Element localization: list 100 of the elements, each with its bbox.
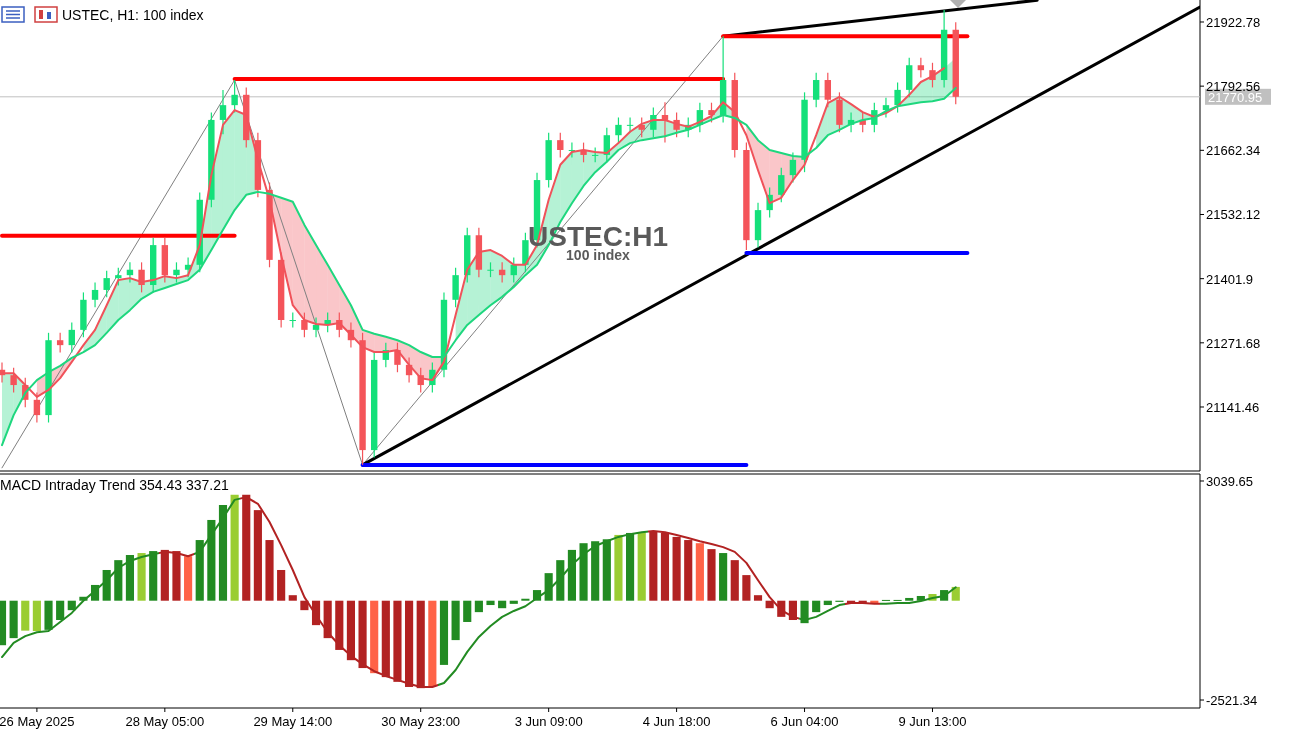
bar <box>230 494 239 601</box>
bar <box>277 569 286 601</box>
candlestick <box>778 167 785 203</box>
bar <box>218 505 228 601</box>
bar <box>626 532 635 601</box>
x-tick-label: 28 May 05:00 <box>125 714 205 729</box>
candlestick <box>626 116 634 133</box>
bar <box>637 532 646 601</box>
y-tick-label: 21141.46 <box>1206 399 1260 415</box>
y-tick-label: -2521.34 <box>1206 693 1258 709</box>
candlestick <box>568 142 576 158</box>
bar <box>474 600 483 613</box>
bar <box>719 553 728 601</box>
bar <box>742 575 751 601</box>
bar <box>544 573 553 601</box>
bar <box>486 600 495 606</box>
candlestick <box>138 261 145 294</box>
candlestick <box>231 79 238 114</box>
bar <box>905 597 914 601</box>
candlestick <box>103 270 110 298</box>
bar <box>393 600 402 682</box>
candlestick <box>917 57 925 79</box>
bar <box>195 540 204 601</box>
candlestick <box>173 261 180 284</box>
bar <box>149 551 158 601</box>
bar <box>9 600 18 639</box>
bar <box>451 600 460 641</box>
bar <box>102 569 111 601</box>
bar <box>602 539 611 601</box>
bar <box>358 600 367 669</box>
bar <box>730 560 739 601</box>
bar <box>405 600 414 687</box>
bar <box>951 586 960 601</box>
bar <box>207 519 216 601</box>
bar <box>21 600 30 631</box>
bar <box>823 600 832 606</box>
candlestick <box>812 72 820 108</box>
bar <box>242 494 251 601</box>
bar <box>579 543 588 601</box>
candlestick <box>10 367 17 394</box>
bar <box>672 536 681 601</box>
bar <box>800 600 809 624</box>
y-tick-label: 21401.9 <box>1206 271 1253 287</box>
bar <box>509 600 518 604</box>
y-tick-label: 3039.65 <box>1206 473 1253 489</box>
candlestick <box>557 132 564 158</box>
y-tick-label: 21922.78 <box>1206 14 1261 30</box>
x-tick-label: 3 Jun 09:00 <box>514 714 583 729</box>
x-tick-label: 30 May 23:00 <box>381 714 461 729</box>
bar <box>288 595 297 601</box>
bar <box>463 600 472 622</box>
bar <box>753 595 763 601</box>
bar <box>32 600 41 632</box>
bar <box>707 549 716 601</box>
bar <box>416 600 425 689</box>
bar <box>265 540 274 601</box>
candlestick <box>91 281 99 308</box>
bar <box>439 600 449 665</box>
candlestick <box>312 316 320 338</box>
bar <box>428 600 437 687</box>
chart-title: MACD Intraday Trend 354.43 337.21 <box>0 477 230 493</box>
bar <box>253 510 262 601</box>
bar <box>381 600 390 678</box>
x-tick-label: 4 Jun 18:00 <box>642 714 711 729</box>
y-tick-label: 21271.68 <box>1206 335 1261 351</box>
line-series <box>1 35 724 469</box>
bar <box>56 600 65 621</box>
bar <box>591 541 600 601</box>
bar <box>114 560 123 601</box>
bar <box>335 600 344 650</box>
bar <box>614 534 623 601</box>
text: USTEC, H1: 100 index <box>62 7 204 23</box>
x-tick-label: 9 Jun 13:00 <box>898 714 967 729</box>
bar <box>67 600 76 611</box>
bar <box>567 549 576 601</box>
bar <box>660 532 670 601</box>
bar <box>137 553 146 601</box>
x-tick-label: 6 Jun 04:00 <box>770 714 839 729</box>
bar <box>812 600 821 613</box>
bar <box>0 600 7 646</box>
bar <box>346 600 355 661</box>
bar <box>684 540 693 601</box>
y-tick-label: 21532.12 <box>1206 207 1261 223</box>
bar <box>160 549 169 601</box>
bar <box>370 600 379 674</box>
bar <box>184 556 193 601</box>
x-tick-label: 26 May 2025 <box>0 714 75 729</box>
bar <box>695 543 704 601</box>
candlestick <box>301 312 308 338</box>
candlestick <box>219 89 227 135</box>
x-tick-label: 29 May 14:00 <box>253 714 333 729</box>
bar <box>556 560 565 601</box>
candlestick <box>615 116 622 144</box>
bar <box>172 551 181 601</box>
candlestick <box>56 332 64 354</box>
candlestick <box>394 342 401 373</box>
bar <box>498 600 507 609</box>
candlestick <box>789 151 797 184</box>
bar <box>44 600 53 630</box>
bar <box>649 530 658 601</box>
